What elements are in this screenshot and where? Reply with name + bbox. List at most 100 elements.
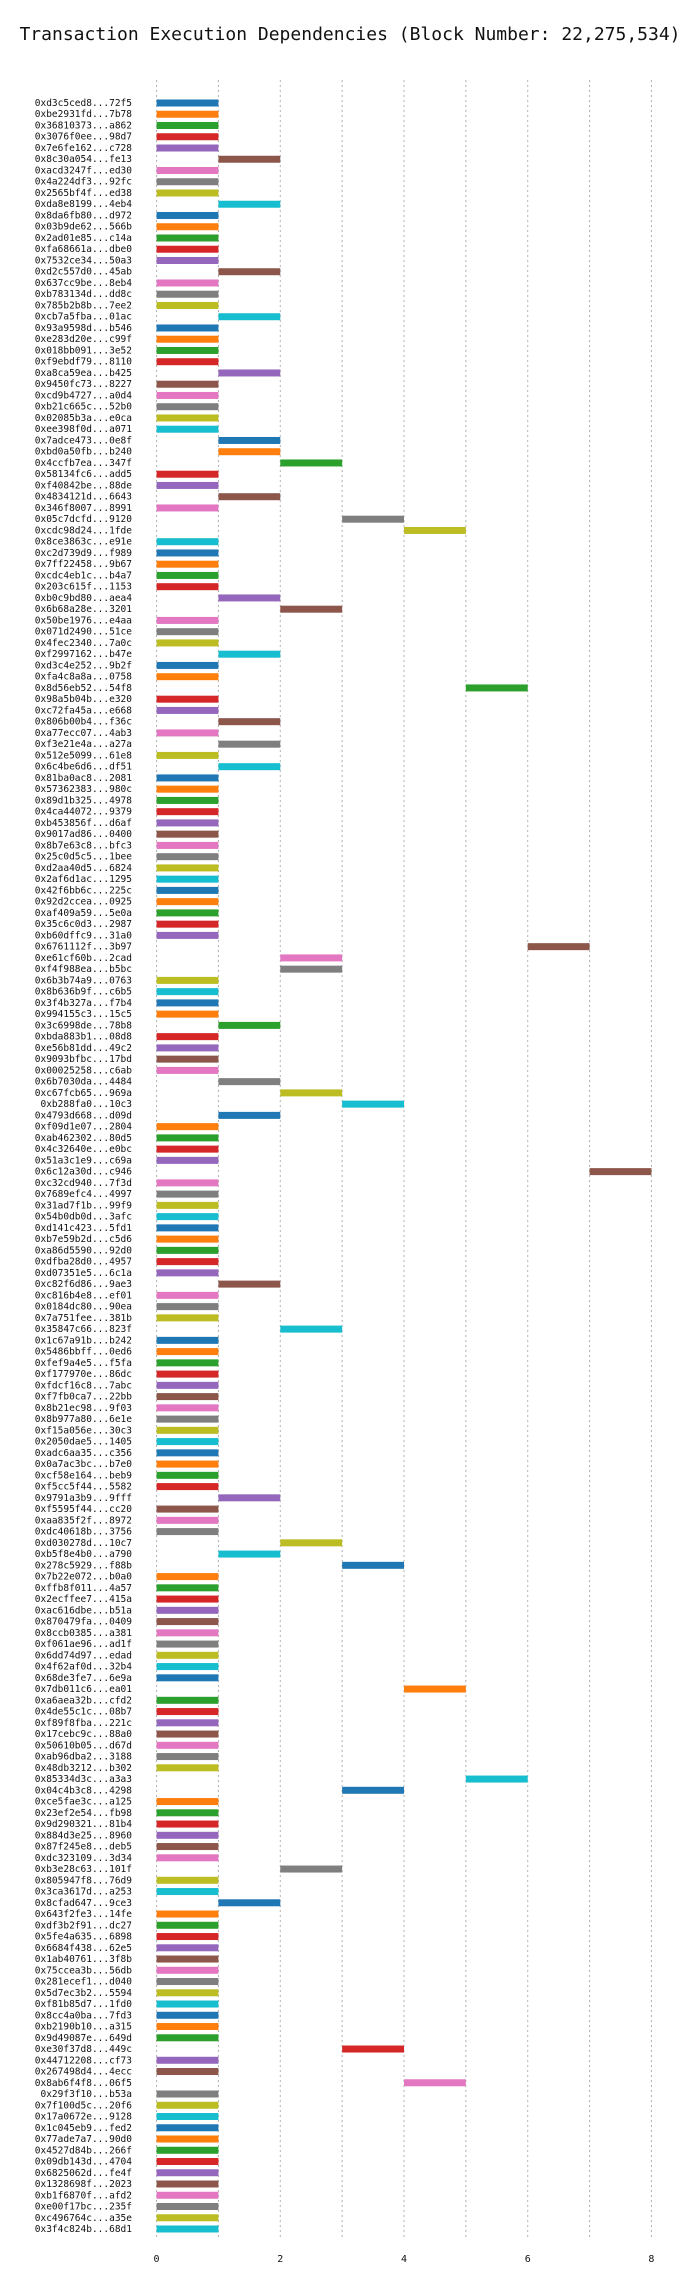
transaction-label: 0x25c0d5c5...1bee — [35, 852, 133, 863]
transaction-label: 0x6b7030da...4484 — [35, 1077, 133, 1088]
transaction-label: 0x3f4c824b...68d1 — [35, 2224, 133, 2235]
transaction-bar — [156, 1370, 219, 1378]
transaction-label: 0x806b00b4...f36c — [35, 717, 132, 728]
transaction-bar — [156, 1156, 219, 1164]
transaction-bar — [156, 1921, 219, 1929]
transaction-bar — [156, 1460, 219, 1468]
transaction-bar — [156, 414, 219, 422]
transaction-label: 0x3f4b327a...f7b4 — [35, 998, 133, 1009]
transaction-label: 0x637cc9be...8eb4 — [35, 278, 133, 289]
transaction-label: 0xb2190b10...a315 — [35, 2022, 132, 2033]
transaction-bar — [156, 470, 219, 478]
transaction-label: 0x7ff22458...9b67 — [35, 559, 132, 570]
transaction-bar — [156, 324, 219, 332]
transaction-bar — [404, 1685, 466, 1693]
transaction-bar — [156, 1033, 219, 1041]
bars — [156, 99, 652, 2233]
transaction-label: 0x8ccb0385...a381 — [35, 1628, 133, 1639]
transaction-label: 0xc72fa45a...e668 — [35, 705, 133, 716]
transaction-label: 0x8d56eb52...54f8 — [35, 683, 133, 694]
transaction-bar — [156, 1584, 219, 1592]
transaction-label: 0x35847c66...823f — [35, 1324, 132, 1335]
transaction-label: 0xf2997162...b47e — [35, 649, 133, 660]
transaction-label: 0x4fec2340...7a0c — [35, 638, 132, 649]
transaction-label: 0xce5fae3c...a125 — [35, 1797, 132, 1808]
transaction-label: 0xfa4c8a8a...0758 — [35, 672, 133, 683]
transaction-label: 0xa8ca59ea...b425 — [35, 368, 132, 379]
transaction-label: 0xd07351e5...6c1a — [35, 1268, 132, 1279]
transaction-label: 0x6c4be6d6...df51 — [35, 762, 133, 773]
transaction-label: 0x17cebc9c...88a0 — [35, 1729, 133, 1740]
transaction-label: 0x512e5099...61e8 — [35, 750, 133, 761]
transaction-bar — [156, 1055, 219, 1063]
transaction-bar — [156, 830, 219, 838]
transaction-bar — [156, 380, 219, 388]
transaction-label: 0x9d49087e...649d — [35, 2033, 132, 2044]
transaction-label: 0xb7e59b2d...c5d6 — [35, 1234, 133, 1245]
transaction-bar — [156, 1809, 219, 1817]
transaction-label: 0x8b977a80...6e1e — [35, 1414, 133, 1425]
transaction-bar — [156, 1336, 219, 1344]
transaction-bar — [156, 1348, 219, 1356]
transaction-bar — [156, 931, 219, 939]
transaction-bar — [218, 369, 281, 377]
transaction-bar — [156, 875, 219, 883]
transaction-label: 0x2565bf4f...ed38 — [35, 188, 133, 199]
transaction-label: 0xd3c4e252...9b2f — [35, 660, 132, 671]
transaction-bar — [156, 504, 219, 512]
transaction-label: 0xe00f17bc...235f — [35, 2202, 132, 2213]
transaction-label: 0x8cc4a0ba...7fd3 — [35, 2010, 132, 2021]
transaction-label: 0x3c6998de...78b8 — [35, 1020, 133, 1031]
transaction-bar — [589, 1168, 652, 1176]
transaction-label: 0x2ad01e85...c14a — [35, 233, 132, 244]
transaction-label: 0x8c30a054...fe13 — [35, 154, 132, 165]
transaction-bar — [156, 774, 219, 782]
transaction-bar — [156, 133, 219, 141]
transaction-bar — [156, 1303, 219, 1311]
transaction-label: 0x4834121d...6643 — [35, 492, 132, 503]
transaction-bar — [156, 1201, 219, 1209]
transaction-bar — [156, 988, 219, 996]
transaction-bar — [218, 740, 281, 748]
transaction-bar — [156, 560, 219, 568]
transaction-bar — [156, 1606, 219, 1614]
transaction-label: 0x8cfad647...9ce3 — [35, 1898, 132, 1909]
transaction-label: 0x36810373...a862 — [35, 120, 132, 131]
transaction-label: 0xc67fcb65...969a — [35, 1088, 132, 1099]
transaction-label: 0xf061ae96...ad1f — [35, 1639, 132, 1650]
transaction-label: 0x6dd74d97...edad — [35, 1650, 132, 1661]
transaction-bar — [156, 110, 219, 118]
transaction-label: 0x2af6d1ac...1295 — [35, 874, 132, 885]
transaction-label: 0x805947f8...76d9 — [35, 1875, 133, 1886]
transaction-label: 0xb453856f...d6af — [35, 818, 132, 829]
transaction-label: 0x05c7dcfd...9120 — [35, 514, 133, 525]
transaction-bar — [156, 2191, 219, 2199]
transaction-label: 0x8b636b9f...c6b5 — [35, 987, 132, 998]
chart-title: Transaction Execution Dependencies (Bloc… — [19, 24, 680, 45]
transaction-bar — [156, 1179, 219, 1187]
transaction-label: 0xdf3b2f91...dc27 — [35, 1920, 132, 1931]
transaction-label: 0xb0c9bd80...aea4 — [35, 593, 133, 604]
transaction-label: 0xd141c423...5fd1 — [35, 1223, 133, 1234]
transaction-bar — [156, 1640, 219, 1648]
transaction-label: 0xda8e8199...4eb4 — [35, 199, 133, 210]
transaction-bar — [156, 2034, 219, 2042]
transaction-bar — [156, 661, 219, 669]
transaction-label: 0xc816b4e8...ef01 — [35, 1290, 133, 1301]
transaction-bar — [156, 1741, 219, 1749]
transaction-label: 0xaa835f2f...8972 — [35, 1515, 132, 1526]
transaction-bar — [218, 650, 281, 658]
x-tick-labels: 0 2 4 6 8 — [154, 2254, 655, 2265]
transaction-bar — [342, 1561, 404, 1569]
transaction-bar — [156, 571, 219, 579]
transaction-bar — [156, 886, 219, 894]
transaction-label: 0x09db143d...4704 — [35, 2157, 133, 2168]
transaction-bar — [342, 2045, 404, 2053]
transaction-label: 0xbe2931fd...7b78 — [35, 109, 133, 120]
transaction-label: 0x281ecef1...d040 — [35, 1977, 133, 1988]
transaction-bar — [156, 1753, 219, 1761]
transaction-label: 0x4527d84b...266f — [35, 2145, 132, 2156]
transaction-label: 0x4793d668...d09d — [35, 1110, 132, 1121]
transaction-bar — [156, 245, 219, 253]
transaction-bar — [218, 1899, 281, 1907]
